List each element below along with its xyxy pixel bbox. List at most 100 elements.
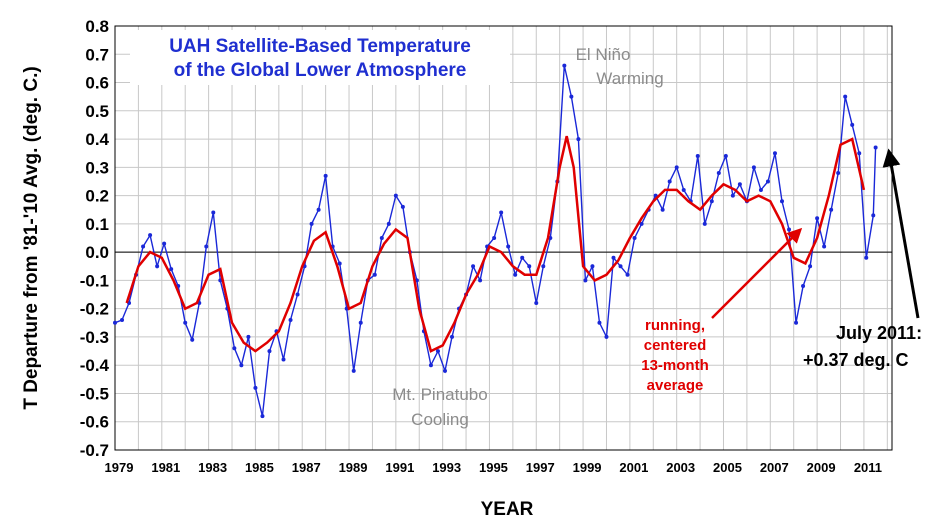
monthly-data-point [871, 213, 876, 218]
monthly-data-point [702, 221, 707, 226]
monthly-data-point [864, 255, 869, 260]
monthly-data-point [765, 179, 770, 184]
monthly-data-point [155, 264, 160, 269]
monthly-data-point [351, 368, 356, 373]
chart-title-line-1: UAH Satellite-Based Temperature [169, 36, 471, 57]
monthly-data-point [632, 236, 637, 240]
monthly-data-point [639, 221, 644, 226]
y-axis-title: T Departure from '81-'10 Avg. (deg. C.) [21, 66, 42, 409]
monthly-data-point [450, 334, 455, 339]
monthly-data-point [358, 320, 363, 325]
monthly-data-point [190, 337, 195, 342]
running-average-annotation-line-1: running, [645, 317, 705, 334]
monthly-data-point [253, 385, 258, 390]
monthly-data-point [730, 193, 735, 198]
y-tick-label: 0.8 [85, 17, 109, 36]
monthly-data-point [534, 301, 539, 306]
monthly-data-point [141, 244, 146, 249]
monthly-data-point [611, 255, 616, 260]
running-average-annotation-line-4: average [647, 377, 704, 394]
x-tick-label: 1995 [479, 460, 508, 475]
monthly-data-point [211, 210, 216, 215]
running-average-arrow [711, 227, 803, 319]
monthly-data-point [857, 151, 862, 156]
pinatubo-annotation-line-2: Cooling [411, 410, 469, 429]
x-tick-label: 1989 [339, 460, 368, 475]
monthly-data-point [583, 278, 588, 283]
monthly-data-point [716, 170, 721, 175]
x-tick-label: 2011 [854, 460, 882, 475]
monthly-data-point [873, 145, 878, 150]
y-tick-label: 0.4 [85, 130, 109, 149]
monthly-data-point [393, 193, 398, 198]
monthly-data-point [541, 264, 546, 269]
monthly-data-point [527, 264, 532, 269]
monthly-data-point [576, 137, 581, 142]
july-2011-annotation-line-1: July 2011: [836, 323, 922, 343]
monthly-data-point [506, 244, 511, 249]
y-tick-label: 0.7 [85, 45, 109, 64]
pinatubo-annotation-line-1: Mt. Pinatubo [392, 385, 487, 404]
el-nino-annotation-line-2: Warming [596, 69, 663, 88]
monthly-data-point [323, 173, 328, 178]
monthly-data-point [435, 349, 440, 354]
monthly-data-point [204, 244, 209, 249]
y-tick-label: 0.6 [85, 74, 109, 93]
monthly-data-point [597, 320, 602, 325]
running-average-annotation-line-3: 13-month [641, 357, 709, 374]
monthly-data-point [499, 210, 504, 215]
monthly-data-point [709, 199, 714, 204]
el-nino-annotation-line-1: El Niño [576, 45, 631, 64]
monthly-data-point [836, 170, 841, 175]
y-tick-label: 0.5 [85, 102, 109, 121]
monthly-data-point [751, 165, 756, 170]
monthly-data-point [569, 94, 574, 99]
monthly-data-point [758, 187, 763, 192]
monthly-data-point [471, 264, 476, 269]
monthly-data-point [737, 182, 742, 187]
x-tick-label: 2003 [666, 460, 695, 475]
y-tick-label: -0.7 [80, 441, 109, 460]
running-average-line [125, 135, 866, 353]
monthly-data-point [660, 207, 665, 212]
monthly-data-point [695, 154, 700, 159]
y-tick-label: 0.3 [85, 158, 109, 177]
monthly-data-point [681, 187, 686, 192]
running-average-annotation-line-2: centered [644, 337, 707, 354]
monthly-data-point [239, 363, 244, 368]
monthly-data-point [267, 349, 272, 354]
x-tick-label: 2001 [619, 460, 648, 475]
x-tick-label: 2009 [807, 460, 836, 475]
x-tick-label: 1985 [245, 460, 274, 475]
y-tick-label: -0.1 [80, 271, 109, 290]
monthly-data-point [316, 207, 321, 212]
monthly-data-point [372, 272, 377, 277]
x-tick-label: 1997 [526, 460, 555, 475]
y-tick-label: -0.3 [80, 328, 109, 347]
july-2011-arrow [882, 148, 920, 319]
monthly-data-point [794, 320, 799, 325]
monthly-data-point [815, 216, 820, 221]
x-tick-label: 1981 [151, 460, 180, 475]
monthly-data-point [428, 363, 433, 368]
monthly-series-line [114, 65, 877, 417]
monthly-data-point [169, 267, 174, 272]
monthly-data-point [309, 221, 314, 226]
monthly-data-point [787, 227, 792, 232]
title-box [130, 30, 510, 85]
monthly-data-point [386, 221, 391, 226]
x-tick-label: 1999 [573, 460, 602, 475]
monthly-data-point [822, 244, 827, 249]
y-tick-label: 0.0 [85, 243, 109, 262]
monthly-data-point [183, 320, 188, 325]
x-tick-label: 2007 [760, 460, 789, 475]
monthly-data-point [246, 334, 251, 339]
monthly-data-point [667, 179, 672, 184]
y-tick-label: 0.1 [85, 215, 109, 234]
monthly-data-point [562, 63, 567, 68]
x-tick-label: 1993 [432, 460, 461, 475]
x-tick-label: 1983 [198, 460, 227, 475]
monthly-data-point [829, 207, 834, 212]
monthly-data-point [590, 264, 595, 269]
